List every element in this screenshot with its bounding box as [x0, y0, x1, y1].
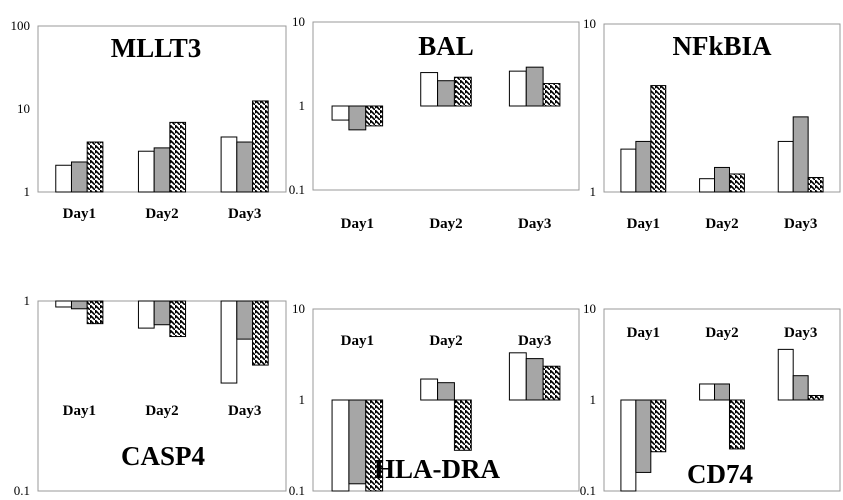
tick-label-bal: 1	[299, 98, 306, 113]
bar-bal-day3-series-2	[525, 66, 544, 107]
bar-mllt3-day3-series-1	[220, 136, 238, 193]
panel-frame-hla-dra	[312, 308, 580, 492]
category-label-mllt3: Day2	[145, 206, 178, 222]
bar-casp4-day2-series-2	[153, 300, 171, 326]
bar-casp4-day1-series-3	[86, 300, 104, 325]
bar-bal-day3-series-1	[508, 70, 527, 107]
bar-mllt3-day2-series-1	[137, 150, 155, 193]
category-label-mllt3: Day3	[228, 206, 261, 222]
bar-mllt3-day2-series-3	[169, 121, 187, 193]
category-label-casp4: Day1	[63, 403, 96, 419]
bar-nfkbia-day2-series-3	[728, 173, 745, 193]
bar-nfkbia-day3-series-2	[792, 116, 809, 193]
bar-cd74-day1-series-2	[635, 399, 652, 473]
bar-mllt3-day1-series-3	[86, 141, 104, 193]
category-label-bal: Day1	[341, 216, 374, 232]
bar-mllt3-day3-series-3	[252, 100, 269, 193]
category-label-bal: Day2	[429, 216, 462, 232]
bar-nfkbia-day1-series-1	[620, 148, 637, 193]
panel-frame-cd74	[603, 308, 841, 492]
bar-nfkbia-day3-series-1	[777, 140, 794, 193]
bar-mllt3-day3-series-2	[236, 141, 254, 193]
bar-mllt3-day1-series-2	[70, 161, 88, 193]
bar-cd74-day3-series-3	[807, 395, 824, 401]
category-label-hla-dra: Day3	[518, 333, 551, 349]
tick-label-cd74: 1	[590, 392, 597, 407]
bar-hla-dra-day2-series-2	[437, 382, 455, 401]
category-label-cd74: Day3	[784, 325, 817, 341]
bar-cd74-day2-series-2	[714, 383, 730, 401]
category-label-cd74: Day1	[627, 325, 660, 341]
panel-title-bal: BAL	[418, 31, 474, 61]
category-label-casp4: Day3	[228, 403, 261, 419]
bar-casp4-day3-series-2	[236, 300, 254, 340]
bar-casp4-day1-series-1	[55, 300, 72, 308]
tick-label-cd74: 0.1	[580, 483, 596, 498]
bar-cd74-day1-series-3	[650, 399, 667, 453]
bar-cd74-day1-series-1	[620, 399, 637, 492]
bar-mllt3-day2-series-2	[153, 147, 171, 193]
category-label-bal: Day3	[518, 216, 551, 232]
category-label-cd74: Day2	[705, 325, 738, 341]
bar-nfkbia-day2-series-1	[699, 178, 716, 193]
bar-bal-day2-series-2	[437, 80, 455, 107]
bar-cd74-day3-series-1	[777, 348, 794, 401]
tick-label-bal: 0.1	[289, 182, 305, 197]
bar-casp4-day2-series-1	[137, 300, 155, 329]
tick-label-casp4: 1	[24, 293, 31, 308]
bar-hla-dra-day3-series-2	[525, 358, 544, 401]
panel-title-mllt3: MLLT3	[111, 33, 202, 63]
bar-mllt3-day1-series-1	[55, 164, 72, 193]
bar-nfkbia-day1-series-2	[635, 140, 652, 193]
panel-frame-bal	[312, 21, 580, 191]
tick-label-casp4: 0.1	[14, 483, 30, 498]
bar-cd74-day2-series-3	[728, 399, 745, 450]
bar-casp4-day3-series-3	[252, 300, 269, 366]
bar-nfkbia-day1-series-3	[650, 85, 667, 193]
tick-label-mllt3: 100	[11, 18, 31, 33]
bar-bal-day1-series-3	[365, 105, 384, 127]
category-label-casp4: Day2	[145, 403, 178, 419]
bar-hla-dra-day3-series-3	[542, 365, 561, 401]
tick-label-hla-dra: 10	[292, 301, 305, 316]
bar-nfkbia-day2-series-2	[714, 166, 730, 193]
category-label-nfkbia: Day1	[627, 216, 660, 232]
tick-label-nfkbia: 1	[590, 184, 597, 199]
category-label-nfkbia: Day2	[705, 216, 738, 232]
panel-title-cd74: CD74	[687, 459, 753, 489]
tick-label-nfkbia: 10	[583, 16, 596, 31]
panel-title-nfkbia: NFkBIA	[672, 31, 772, 61]
bar-bal-day1-series-2	[348, 105, 367, 131]
bar-hla-dra-day1-series-3	[365, 399, 384, 492]
bar-casp4-day1-series-2	[70, 300, 88, 310]
tick-label-bal: 10	[292, 14, 305, 29]
bar-hla-dra-day1-series-2	[348, 399, 367, 485]
category-label-hla-dra: Day2	[429, 333, 462, 349]
bar-bal-day2-series-3	[453, 76, 472, 107]
category-label-mllt3: Day1	[63, 206, 96, 222]
category-label-nfkbia: Day3	[784, 216, 817, 232]
bar-bal-day3-series-3	[542, 83, 561, 107]
bar-hla-dra-day3-series-1	[508, 352, 527, 401]
tick-label-hla-dra: 0.1	[289, 483, 305, 498]
bar-cd74-day3-series-2	[792, 375, 809, 401]
bar-hla-dra-day2-series-1	[420, 378, 439, 401]
tick-label-mllt3: 10	[17, 101, 30, 116]
bar-bal-day1-series-1	[331, 105, 350, 121]
bar-casp4-day2-series-3	[169, 300, 187, 338]
bar-casp4-day3-series-1	[220, 300, 238, 384]
bar-cd74-day2-series-1	[699, 383, 716, 401]
bar-hla-dra-day2-series-3	[453, 399, 472, 451]
bar-bal-day2-series-1	[420, 72, 439, 107]
bar-hla-dra-day1-series-1	[331, 399, 350, 492]
tick-label-mllt3: 1	[24, 184, 31, 199]
bar-nfkbia-day3-series-3	[807, 176, 824, 193]
tick-label-cd74: 10	[583, 301, 596, 316]
category-label-hla-dra: Day1	[341, 333, 374, 349]
tick-label-hla-dra: 1	[299, 392, 306, 407]
panel-title-hla-dra: HLA-DRA	[374, 454, 500, 484]
panel-title-casp4: CASP4	[121, 441, 205, 471]
